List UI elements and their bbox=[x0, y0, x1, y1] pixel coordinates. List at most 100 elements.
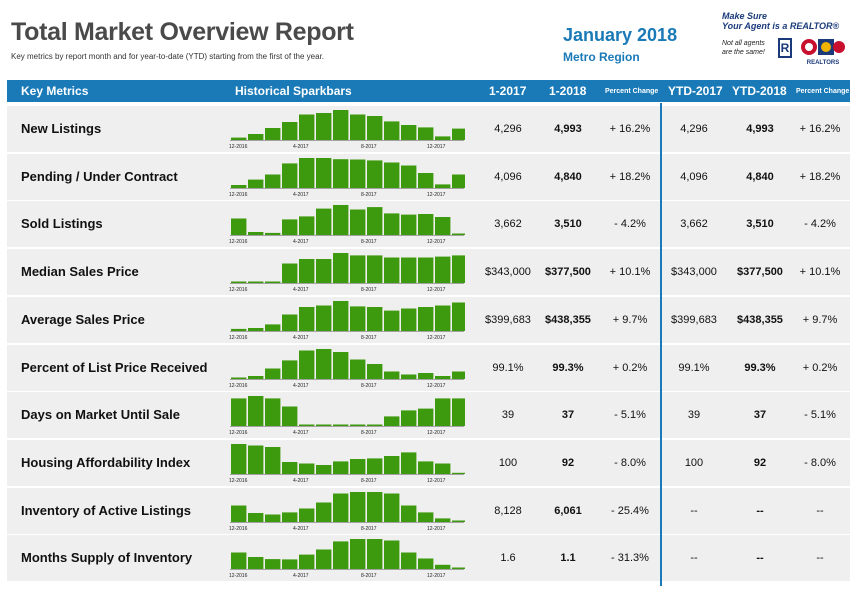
sparkbar bbox=[231, 552, 247, 569]
sparkbar bbox=[299, 554, 315, 569]
sparkbar-axis-label: 4-2017 bbox=[293, 573, 309, 578]
sparkbar bbox=[316, 549, 332, 569]
sparkbar bbox=[333, 461, 349, 474]
sparkbar-axis-label: 12-2016 bbox=[229, 526, 248, 531]
cell-v2018: 4,993 bbox=[554, 123, 582, 135]
sparkbar bbox=[231, 505, 247, 522]
sparkbar bbox=[316, 208, 332, 235]
sparkbar bbox=[350, 424, 366, 426]
cell-v2018: $377,500 bbox=[545, 266, 591, 278]
sparkbar bbox=[452, 128, 465, 140]
sparkbar bbox=[384, 257, 400, 283]
sparkbar bbox=[231, 185, 247, 188]
sparkbar bbox=[435, 564, 451, 569]
page-subtitle: Key metrics by report month and for year… bbox=[11, 52, 325, 61]
cell-v2017: 3,662 bbox=[494, 218, 522, 230]
sparkbar-axis-label: 4-2017 bbox=[293, 335, 309, 340]
sparkbar-axis-label: 12-2016 bbox=[229, 478, 248, 483]
sparkbar-axis-label: 12-2017 bbox=[427, 526, 446, 531]
sparkbar bbox=[401, 125, 417, 140]
sparkbar bbox=[282, 263, 298, 283]
cell-ytd2018: 99.3% bbox=[744, 362, 776, 374]
sparkbar-axis-label: 4-2017 bbox=[293, 526, 309, 531]
cell-ytd_pct: - 8.0% bbox=[804, 457, 836, 469]
sparkbar-axis-label: 4-2017 bbox=[293, 383, 309, 388]
cell-ytd2018: 4,993 bbox=[746, 123, 774, 135]
sparkbar-chart: 12-2016 4-2017 8-2017 12-2017 bbox=[229, 489, 465, 531]
sparkbar bbox=[282, 163, 298, 188]
cell-pct: + 0.2% bbox=[612, 362, 648, 374]
cell-ytd2018: -- bbox=[756, 552, 764, 564]
sparkbar-chart: 12-2016 4-2017 8-2017 12-2017 bbox=[229, 155, 465, 197]
sparkbar bbox=[367, 207, 383, 235]
sparkbar bbox=[333, 253, 349, 283]
cell-v2018: 37 bbox=[561, 409, 575, 421]
sparkbar bbox=[231, 398, 247, 426]
sparkbar bbox=[248, 396, 264, 426]
sparkbar bbox=[282, 462, 298, 474]
sparkbar-axis-label: 8-2017 bbox=[361, 478, 377, 483]
realtor-ad-note2: are the same! bbox=[722, 49, 765, 56]
sparkbar-axis-label: 12-2017 bbox=[427, 144, 446, 149]
ytd-divider bbox=[660, 103, 662, 586]
report-region: Metro Region bbox=[563, 50, 640, 64]
sparkbar bbox=[401, 374, 417, 379]
metric-label: Sold Listings bbox=[21, 216, 103, 231]
cell-ytd2017: -- bbox=[690, 552, 698, 564]
cell-v2017: 4,096 bbox=[494, 171, 522, 183]
sparkbar bbox=[350, 255, 366, 283]
sparkbar bbox=[299, 307, 315, 331]
col-1-2018: 1-2018 bbox=[549, 84, 587, 98]
sparkbar bbox=[282, 360, 298, 379]
sparkbar bbox=[401, 505, 417, 522]
sparkbar-axis-label: 4-2017 bbox=[293, 430, 309, 435]
sparkbar bbox=[350, 159, 366, 188]
cell-ytd2017: 3,662 bbox=[680, 218, 708, 230]
sparkbar bbox=[435, 518, 451, 522]
sparkbar bbox=[316, 349, 332, 379]
sparkbar bbox=[333, 424, 349, 426]
sparkbar bbox=[401, 165, 417, 188]
sparkbar bbox=[384, 213, 400, 235]
sparkbar-axis-label: 8-2017 bbox=[361, 239, 377, 244]
metric-label: Pending / Under Contract bbox=[21, 169, 178, 184]
sparkbar bbox=[231, 444, 247, 474]
sparkbar bbox=[265, 174, 281, 188]
sparkbar bbox=[248, 557, 264, 569]
metric-label: Housing Affordability Index bbox=[21, 455, 191, 470]
sparkbar bbox=[248, 513, 264, 522]
sparkbar bbox=[231, 377, 247, 379]
sparkbar-chart: 12-2016 4-2017 8-2017 12-2017 bbox=[229, 298, 465, 340]
sparkbar bbox=[401, 257, 417, 283]
cell-pct: + 9.7% bbox=[612, 314, 648, 326]
sparkbar bbox=[350, 539, 366, 569]
sparkbar bbox=[316, 113, 332, 140]
logo-text: REALTORS bbox=[807, 60, 839, 66]
sparkbar bbox=[435, 256, 451, 283]
cell-pct: - 25.4% bbox=[611, 505, 649, 517]
cell-ytd_pct: + 16.2% bbox=[799, 123, 841, 135]
sparkbar-axis-label: 12-2016 bbox=[229, 144, 248, 149]
sparkbar-axis-label: 8-2017 bbox=[361, 335, 377, 340]
metric-label: Percent of List Price Received bbox=[21, 360, 208, 375]
sparkbar-chart: 12-2016 4-2017 8-2017 12-2017 bbox=[229, 441, 465, 483]
sparkbar bbox=[282, 406, 298, 426]
cell-ytd2018: 4,840 bbox=[746, 171, 774, 183]
col-1-2017: 1-2017 bbox=[489, 84, 527, 98]
sparkbar bbox=[452, 371, 465, 379]
sparkbar bbox=[316, 424, 332, 426]
col-key-metrics: Key Metrics bbox=[21, 84, 89, 98]
sparkbar bbox=[452, 567, 465, 569]
sparkbar bbox=[418, 173, 434, 188]
sparkbar bbox=[452, 520, 465, 522]
realtor-r-logo: R bbox=[778, 38, 792, 58]
sparkbar bbox=[333, 352, 349, 379]
sparkbar bbox=[435, 305, 451, 331]
sparkbar bbox=[435, 184, 451, 188]
sparkbar-chart: 12-2016 4-2017 8-2017 12-2017 bbox=[229, 536, 465, 578]
cell-ytd_pct: - 4.2% bbox=[804, 218, 836, 230]
sparkbar bbox=[282, 122, 298, 140]
page-title: Total Market Overview Report bbox=[11, 18, 354, 46]
sparkbar bbox=[248, 179, 264, 188]
sparkbar-axis-label: 4-2017 bbox=[293, 192, 309, 197]
